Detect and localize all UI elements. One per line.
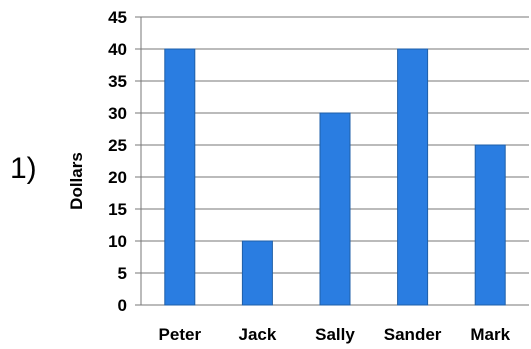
axes bbox=[135, 16, 142, 306]
y-tick-labels: 0 5 10 15 20 25 30 35 40 45 bbox=[108, 8, 127, 315]
x-tick-label: Peter bbox=[159, 325, 202, 344]
bar-jack bbox=[241, 240, 273, 306]
problem-number: 1) bbox=[10, 152, 37, 185]
x-tick-label: Jack bbox=[238, 325, 276, 344]
y-axis-title: Dollars bbox=[67, 152, 86, 210]
y-tick-label: 0 bbox=[118, 296, 127, 315]
bar-sander bbox=[397, 48, 429, 306]
x-tick-label: Sally bbox=[315, 325, 355, 344]
y-tick-label: 35 bbox=[108, 72, 127, 91]
y-tick-label: 5 bbox=[118, 264, 127, 283]
y-tick-label: 20 bbox=[108, 168, 127, 187]
bars bbox=[164, 48, 506, 306]
y-tick-label: 30 bbox=[108, 104, 127, 123]
bar-peter bbox=[164, 48, 196, 306]
y-tick-label: 15 bbox=[108, 200, 127, 219]
bar-sally bbox=[319, 112, 351, 306]
y-tick-label: 40 bbox=[108, 40, 127, 59]
y-tick-label: 10 bbox=[108, 232, 127, 251]
bar-mark bbox=[474, 144, 506, 306]
x-tick-labels: Peter Jack Sally Sander Mark bbox=[159, 325, 511, 344]
y-tick-label: 25 bbox=[108, 136, 127, 155]
x-tick-label: Mark bbox=[470, 325, 510, 344]
x-tick-label: Sander bbox=[384, 325, 442, 344]
y-tick-label: 45 bbox=[108, 8, 127, 27]
